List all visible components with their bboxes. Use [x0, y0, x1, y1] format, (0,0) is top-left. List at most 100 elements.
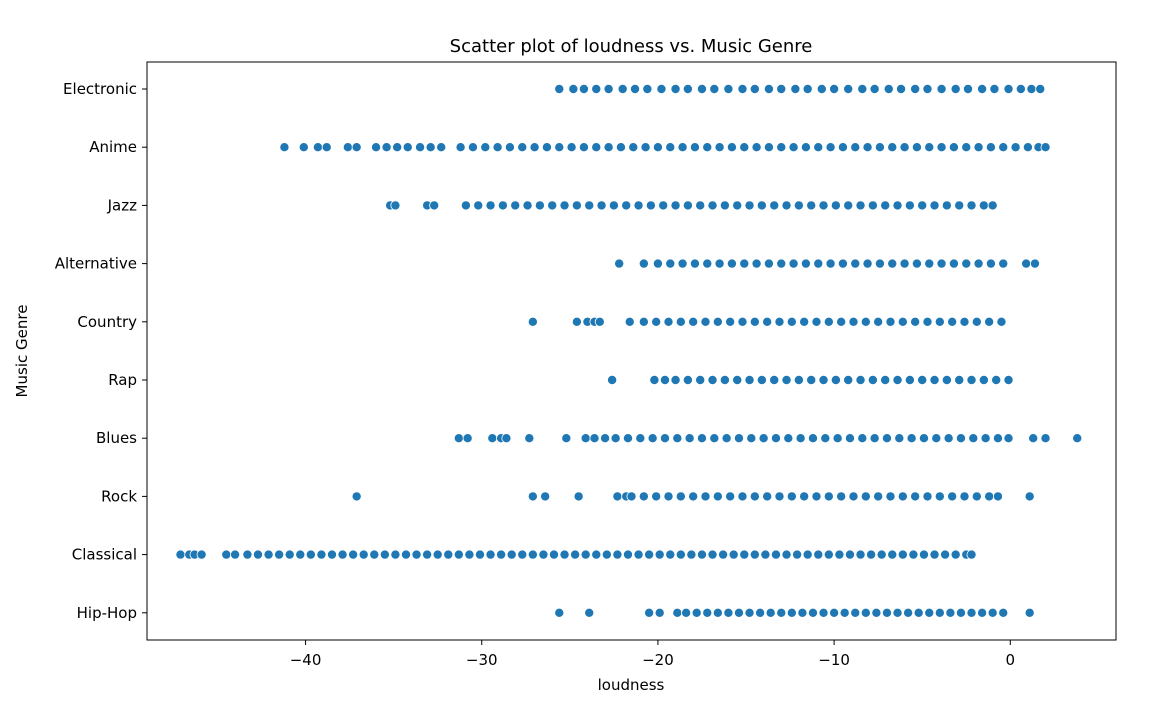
y-tick-label: Hip-Hop — [77, 604, 137, 622]
y-tick-label: Electronic — [63, 80, 137, 98]
data-point — [806, 200, 817, 211]
data-point — [390, 200, 401, 211]
data-point — [573, 491, 584, 502]
data-point — [744, 200, 755, 211]
data-point — [869, 433, 880, 444]
data-point — [860, 491, 871, 502]
data-point — [584, 607, 595, 618]
data-point — [1040, 142, 1051, 153]
data-point — [800, 258, 811, 269]
data-point — [652, 258, 663, 269]
data-point — [670, 374, 681, 385]
data-point — [848, 316, 859, 327]
data-point — [844, 433, 855, 444]
data-point — [175, 549, 186, 560]
data-point — [883, 84, 894, 95]
data-point — [910, 491, 921, 502]
data-point — [1003, 374, 1014, 385]
y-tick-label: Anime — [89, 138, 137, 156]
x-tick-label: −40 — [290, 651, 322, 669]
data-point — [464, 549, 475, 560]
data-point — [910, 316, 921, 327]
data-point — [390, 549, 401, 560]
data-point — [783, 433, 794, 444]
data-point — [929, 549, 940, 560]
data-point — [876, 549, 887, 560]
data-point — [746, 433, 757, 444]
data-point — [811, 491, 822, 502]
data-point — [897, 549, 908, 560]
data-point — [589, 433, 600, 444]
data-point — [991, 374, 1002, 385]
data-point — [473, 200, 484, 211]
data-point — [719, 374, 730, 385]
data-point — [658, 200, 669, 211]
data-point — [522, 200, 533, 211]
data-point — [497, 200, 508, 211]
data-point — [578, 142, 589, 153]
data-point — [538, 549, 549, 560]
data-point — [737, 316, 748, 327]
data-point — [707, 374, 718, 385]
data-point — [675, 316, 686, 327]
data-point — [987, 200, 998, 211]
data-point — [702, 142, 713, 153]
data-point — [554, 142, 565, 153]
y-tick-label: Classical — [72, 546, 137, 564]
data-point — [874, 142, 885, 153]
x-tick-label: −20 — [642, 651, 674, 669]
y-tick-label: Alternative — [55, 255, 137, 273]
data-point — [672, 433, 683, 444]
data-point — [892, 374, 903, 385]
data-point — [929, 200, 940, 211]
data-point — [221, 549, 232, 560]
data-point — [652, 142, 663, 153]
data-point — [918, 433, 929, 444]
data-point — [968, 433, 979, 444]
data-point — [749, 84, 760, 95]
data-point — [892, 200, 903, 211]
data-point — [874, 258, 885, 269]
data-point — [612, 491, 623, 502]
data-point — [977, 607, 988, 618]
data-point — [781, 374, 792, 385]
data-point — [524, 433, 535, 444]
data-point — [959, 316, 970, 327]
data-point — [696, 433, 707, 444]
data-point — [862, 258, 873, 269]
data-point — [813, 549, 824, 560]
data-point — [534, 200, 545, 211]
data-point — [765, 607, 776, 618]
data-point — [298, 142, 309, 153]
data-point — [756, 374, 767, 385]
data-point — [712, 491, 723, 502]
data-point — [871, 607, 882, 618]
data-point — [751, 142, 762, 153]
data-point — [649, 374, 660, 385]
data-point — [474, 549, 485, 560]
data-point — [769, 374, 780, 385]
data-point — [860, 316, 871, 327]
data-point — [961, 142, 972, 153]
data-point — [670, 84, 681, 95]
data-point — [633, 549, 644, 560]
data-point — [274, 549, 285, 560]
data-point — [887, 258, 898, 269]
data-point — [786, 316, 797, 327]
data-point — [880, 200, 891, 211]
data-point — [904, 200, 915, 211]
data-point — [656, 84, 667, 95]
data-point — [836, 491, 847, 502]
data-point — [941, 374, 952, 385]
data-point — [973, 142, 984, 153]
data-point — [665, 142, 676, 153]
data-point — [1024, 607, 1035, 618]
y-tick-label: Blues — [96, 429, 137, 447]
data-point — [834, 549, 845, 560]
data-point — [880, 374, 891, 385]
data-point — [897, 491, 908, 502]
data-point — [850, 607, 861, 618]
data-point — [554, 84, 565, 95]
data-point — [721, 433, 732, 444]
data-point — [899, 142, 910, 153]
